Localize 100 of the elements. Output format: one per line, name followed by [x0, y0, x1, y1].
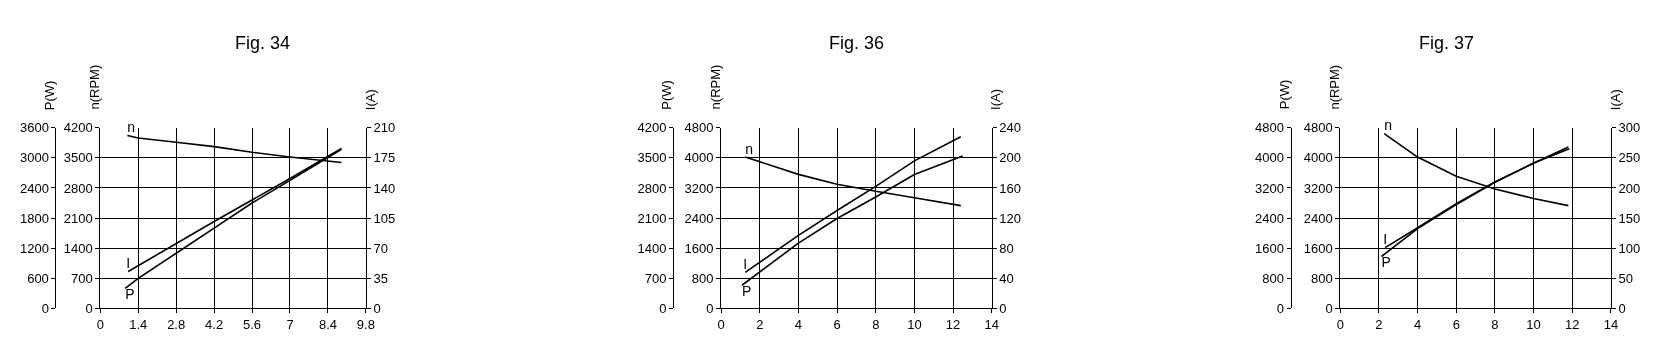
y2-axis-title: n(RPM) [87, 64, 102, 110]
y2-tick-label: 1600 [684, 240, 714, 256]
x-tick-label: 14 [984, 317, 999, 333]
y2-tick-label: 2400 [684, 210, 714, 226]
x-tick-label: 8 [1491, 317, 1499, 333]
y-tick-label: 4800 [1254, 120, 1284, 136]
y-tick-label: 2800 [637, 180, 667, 196]
y3-tick-label: 240 [999, 120, 1021, 136]
y-tick-label: 1400 [637, 240, 667, 256]
x-tick-label: 6 [1452, 317, 1460, 333]
series-label: I [126, 254, 131, 271]
y3-tick-label: 210 [373, 120, 396, 136]
x-tick-label: 4 [794, 317, 803, 333]
y3-tick-label: 0 [1618, 301, 1626, 317]
x-tick-label: 8 [872, 317, 880, 333]
y2-tick-label: 0 [1325, 301, 1333, 317]
y-tick-label: 4200 [637, 120, 667, 136]
y3-tick-label: 250 [1618, 150, 1641, 166]
series-label: n [127, 118, 136, 135]
y-tick-label: 2100 [637, 210, 667, 226]
y3-tick-label: 70 [373, 240, 388, 256]
series-label: n [1384, 117, 1392, 134]
y3-tick-label: 100 [1618, 240, 1641, 256]
chart-title: Fig. 36 [829, 33, 885, 53]
x-tick-label: 4 [1413, 317, 1422, 333]
y2-tick-label: 1400 [63, 240, 93, 256]
y2-tick-label: 800 [1311, 270, 1333, 286]
x-tick-label: 0 [717, 317, 725, 333]
y3-tick-label: 140 [373, 180, 396, 196]
y-tick-label: 0 [41, 301, 49, 317]
y3-tick-label: 105 [373, 210, 396, 226]
series-label: P [125, 285, 135, 302]
x-tick-label: 1.4 [129, 317, 148, 333]
y2-tick-label: 4000 [684, 150, 714, 166]
chart-title: Fig. 34 [235, 33, 291, 53]
y3-axis-title: I(A) [988, 89, 1004, 110]
x-tick-label: 2 [756, 317, 764, 333]
x-tick-label: 6 [833, 317, 841, 333]
y2-tick-label: 4000 [1303, 150, 1333, 166]
y2-tick-label: 700 [70, 270, 93, 286]
y3-tick-label: 200 [999, 150, 1021, 166]
x-tick-label: 7 [286, 317, 294, 333]
y2-tick-label: 4200 [63, 120, 93, 136]
x-tick-label: 2.8 [167, 317, 186, 333]
y-axis-title: P(W) [659, 80, 675, 110]
y2-tick-label: 3200 [1303, 180, 1333, 196]
x-tick-label: 0 [96, 317, 104, 333]
y2-tick-label: 2100 [63, 210, 93, 226]
y-tick-label: 0 [1276, 301, 1284, 317]
y-tick-label: 2400 [19, 180, 49, 196]
y3-axis-title: I(A) [1607, 89, 1623, 111]
y-tick-label: 2400 [1254, 210, 1284, 226]
y2-tick-label: 3500 [63, 150, 93, 166]
x-tick-label: 10 [1526, 317, 1541, 333]
y-tick-label: 1600 [1254, 240, 1284, 256]
y-tick-label: 3500 [637, 150, 667, 166]
y-tick-label: 4000 [1254, 150, 1284, 166]
y-tick-label: 700 [644, 270, 667, 286]
x-tick-label: 9.8 [356, 317, 375, 333]
series-label: P [1381, 254, 1391, 271]
x-tick-label: 10 [907, 317, 922, 333]
series-label: I [743, 255, 748, 272]
y2-tick-label: 2800 [63, 180, 93, 196]
y3-tick-label: 300 [1618, 120, 1641, 136]
y2-tick-label: 3200 [684, 180, 714, 196]
y2-tick-label: 800 [691, 270, 714, 286]
x-tick-label: 12 [1565, 317, 1580, 333]
y3-tick-label: 0 [373, 301, 381, 317]
y3-tick-label: 175 [373, 150, 396, 166]
y3-axis-title: I(A) [362, 89, 378, 111]
y2-tick-label: 1600 [1303, 240, 1333, 256]
y-axis-title: P(W) [1276, 79, 1292, 110]
y-tick-label: 1800 [19, 210, 49, 226]
series-label: n [745, 140, 754, 157]
y2-tick-label: 0 [706, 301, 714, 317]
x-tick-label: 4.2 [205, 317, 224, 333]
y-tick-label: 800 [1262, 270, 1284, 286]
y3-tick-label: 160 [999, 180, 1021, 196]
y3-tick-label: 80 [999, 240, 1014, 256]
y-tick-label: 1200 [19, 240, 49, 256]
y-axis-title: P(W) [41, 80, 57, 111]
x-tick-label: 8.4 [318, 317, 337, 333]
y-tick-label: 3600 [19, 120, 49, 136]
y-tick-label: 0 [659, 301, 667, 317]
y-tick-label: 3200 [1254, 180, 1284, 196]
x-tick-label: 0 [1336, 317, 1344, 333]
y3-tick-label: 40 [999, 270, 1014, 286]
y-tick-label: 600 [27, 270, 49, 286]
y2-tick-label: 2400 [1303, 210, 1333, 226]
y3-tick-label: 35 [373, 270, 388, 286]
x-tick-label: 2 [1375, 317, 1383, 333]
x-tick-label: 5.6 [243, 317, 262, 333]
y3-tick-label: 0 [999, 301, 1007, 317]
series-label: P [741, 282, 752, 299]
y2-tick-label: 4800 [684, 120, 714, 136]
y2-axis-title: n(RPM) [707, 64, 723, 110]
y3-tick-label: 150 [1618, 210, 1641, 226]
y2-axis-title: n(RPM) [1327, 64, 1343, 110]
x-tick-label: 14 [1603, 317, 1619, 333]
y3-tick-label: 120 [999, 210, 1021, 226]
